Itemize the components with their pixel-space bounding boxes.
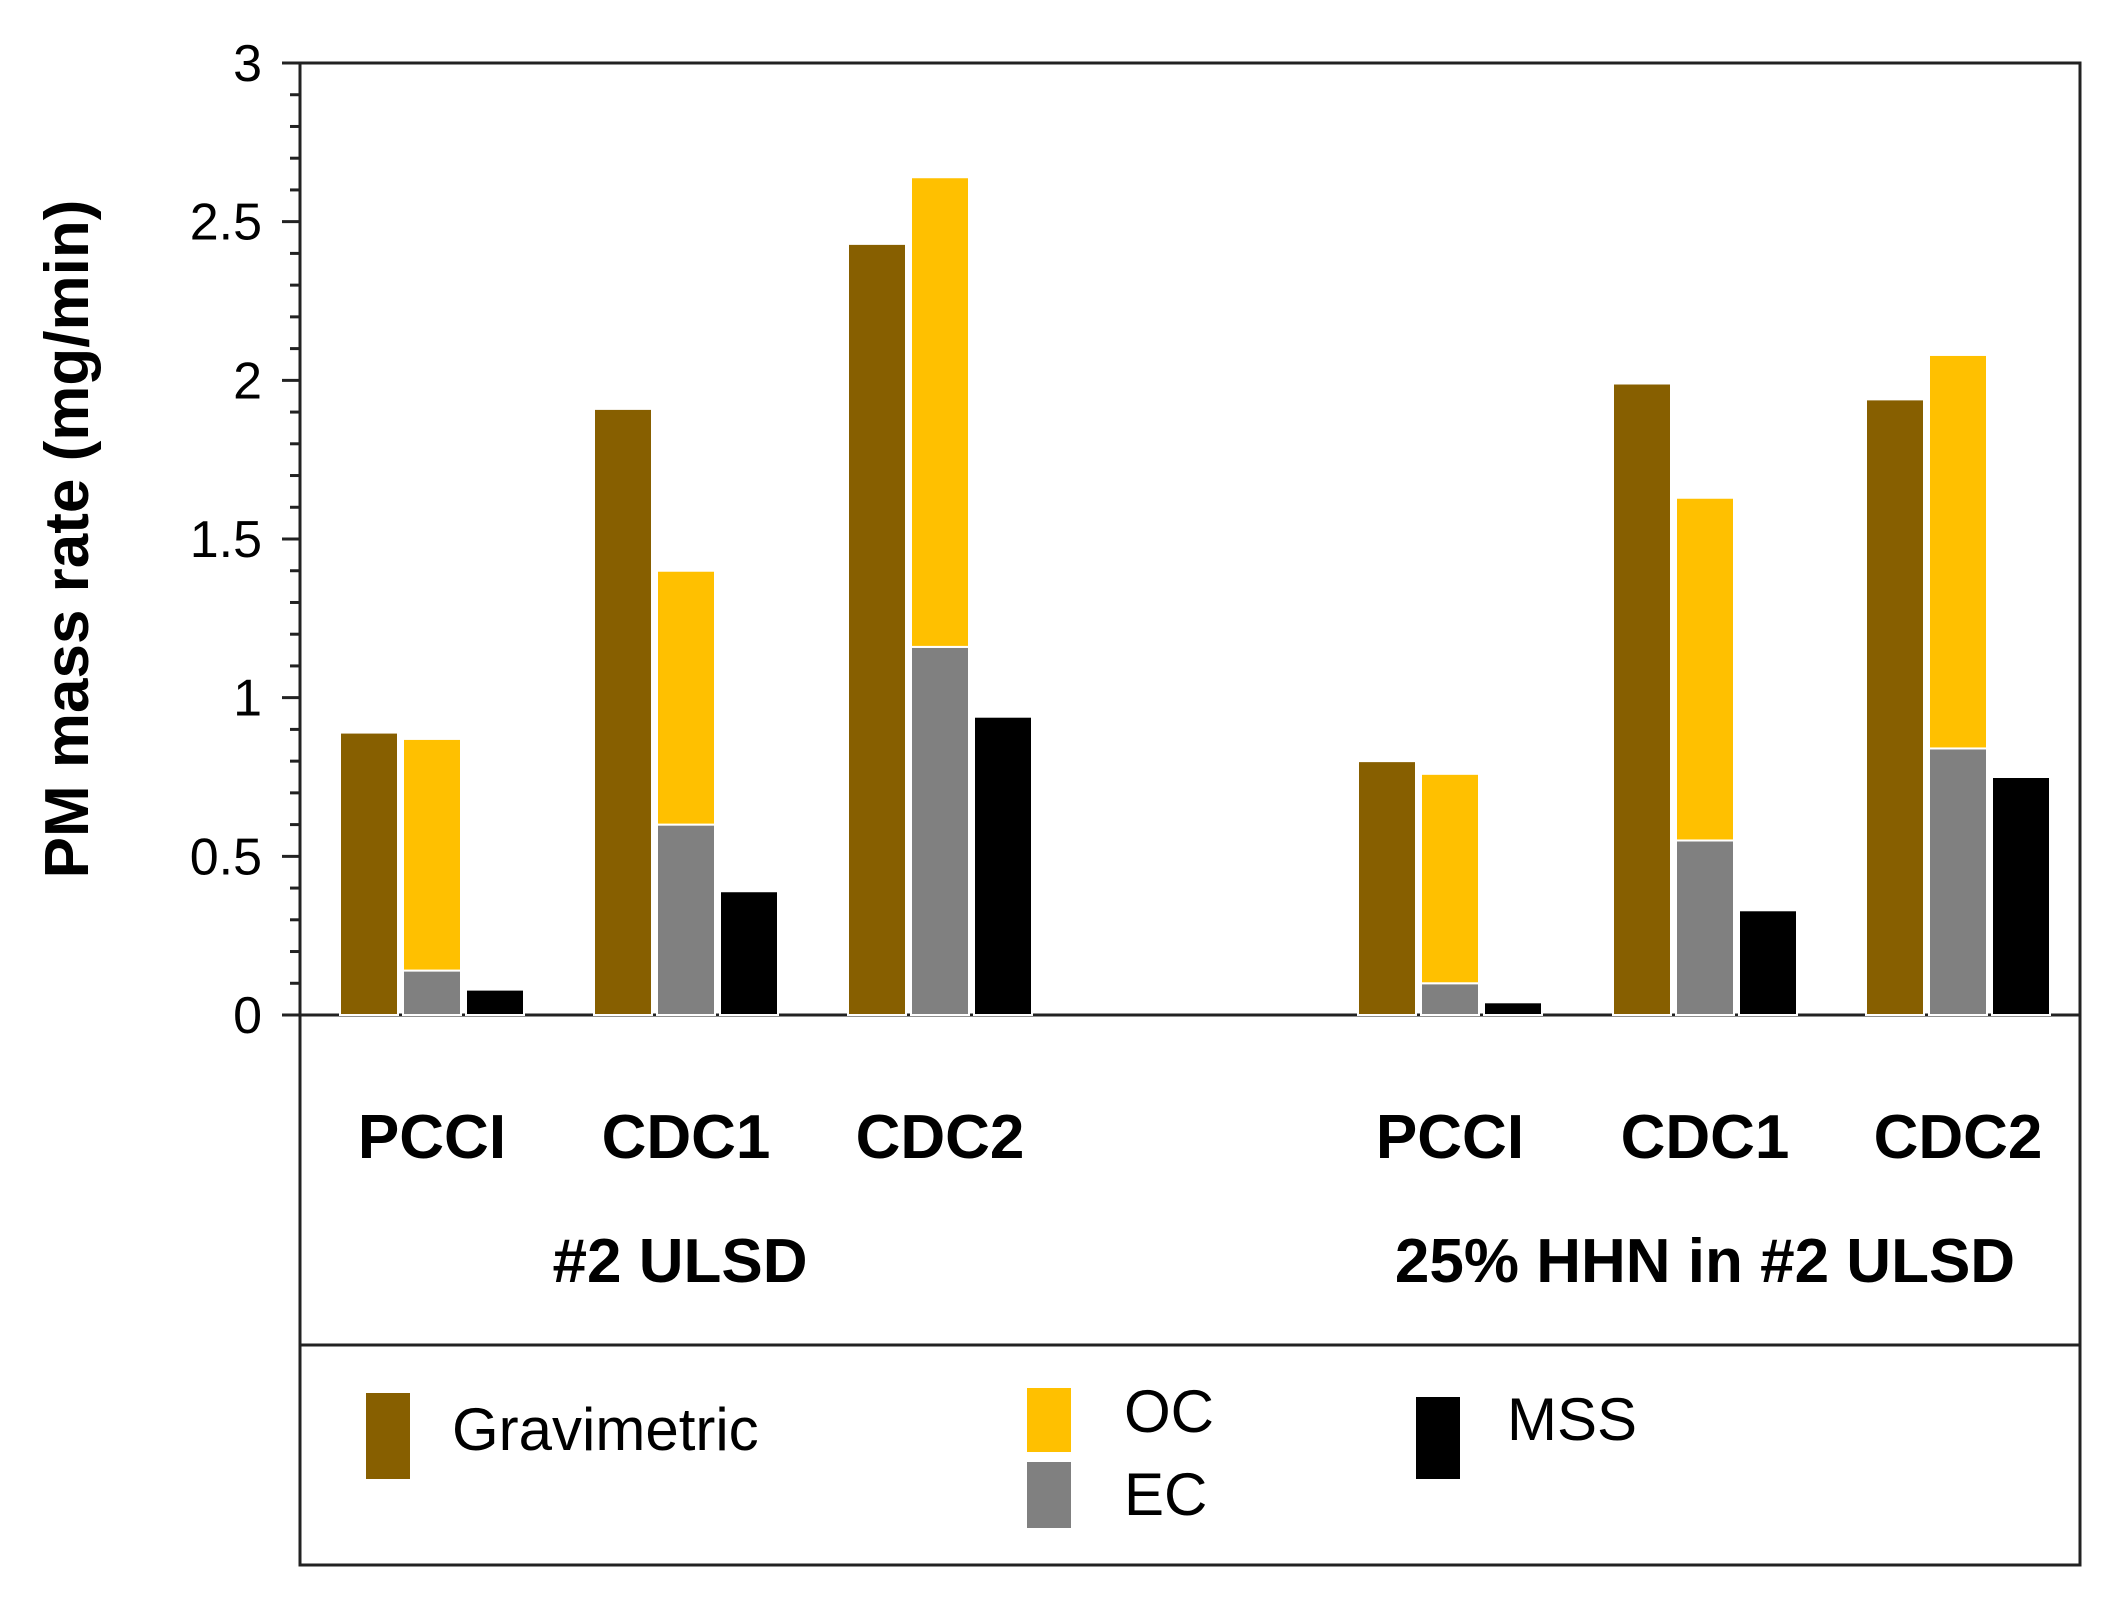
category-label-g2-cdc1: CDC1 [1621, 1103, 1790, 1172]
legend-label-mss: MSS [1507, 1386, 1637, 1453]
legend-box [298, 1343, 2082, 1567]
plot-frame [298, 61, 2082, 1017]
bar-mss-cdc1-g1 [719, 890, 779, 1016]
y-tick-label: 1.5 [190, 511, 262, 569]
y-tick-label: 0.5 [190, 828, 262, 886]
group-label-ulsd: #2 ULSD [553, 1227, 808, 1296]
group-label-hhn: 25% HHN in #2 ULSD [1395, 1227, 2015, 1296]
bar-oc-cdc2-g1 [910, 176, 970, 648]
category-label-g2-pcci: PCCI [1376, 1103, 1524, 1172]
bar-ec-pcci-g1 [402, 969, 462, 1016]
legend-swatch-gravimetric [366, 1393, 410, 1479]
legend-label-gravimetric: Gravimetric [452, 1396, 759, 1463]
category-label-g2-cdc2: CDC2 [1874, 1103, 2043, 1172]
bar-ec-cdc2-g1 [910, 645, 970, 1016]
bar-ec-pcci-g2 [1420, 982, 1480, 1016]
bar-oc-pcci-g1 [402, 737, 462, 972]
y-tick-label: 0 [233, 987, 262, 1045]
y-tick-label: 1 [233, 670, 262, 728]
legend-label-ec: EC [1124, 1461, 1207, 1528]
y-tick-label: 2.5 [190, 194, 262, 252]
legend-swatch-oc [1027, 1388, 1071, 1452]
bar-mss-pcci-g2 [1483, 1001, 1543, 1016]
y-tick-label: 3 [233, 35, 262, 93]
bar-gravimetric-cdc1-g1 [593, 407, 653, 1017]
category-label-g1-cdc2: CDC2 [856, 1103, 1025, 1172]
bar-ec-cdc1-g1 [656, 823, 716, 1016]
bar-gravimetric-cdc1-g2 [1612, 382, 1672, 1016]
bar-oc-cdc1-g2 [1675, 496, 1735, 842]
bars [339, 176, 2051, 1017]
bar-oc-cdc1-g1 [656, 569, 716, 826]
legend-swatch-mss [1416, 1397, 1460, 1479]
bar-oc-pcci-g2 [1420, 772, 1480, 985]
legend-swatch-ec [1027, 1462, 1071, 1528]
bar-ec-cdc2-g2 [1928, 747, 1988, 1016]
bar-mss-cdc1-g2 [1738, 909, 1798, 1017]
bar-oc-cdc2-g2 [1928, 353, 1988, 750]
y-axis: 0 0.5 1 1.5 2 2.5 3 [190, 35, 300, 1045]
bar-mss-pcci-g1 [465, 988, 525, 1017]
y-tick-label: 2 [233, 352, 262, 410]
bar-ec-cdc1-g2 [1675, 839, 1735, 1017]
legend-label-oc: OC [1124, 1378, 1214, 1445]
bar-gravimetric-cdc2-g2 [1865, 398, 1925, 1016]
y-axis-label: PM mass rate (mg/min) [33, 200, 102, 879]
bar-gravimetric-cdc2-g1 [847, 242, 907, 1016]
bar-gravimetric-pcci-g1 [339, 731, 399, 1016]
bar-gravimetric-pcci-g2 [1357, 760, 1417, 1017]
category-label-g1-pcci: PCCI [358, 1103, 506, 1172]
bar-mss-cdc2-g2 [1991, 776, 2051, 1016]
bar-mss-cdc2-g1 [973, 715, 1033, 1016]
category-label-g1-cdc1: CDC1 [602, 1103, 771, 1172]
